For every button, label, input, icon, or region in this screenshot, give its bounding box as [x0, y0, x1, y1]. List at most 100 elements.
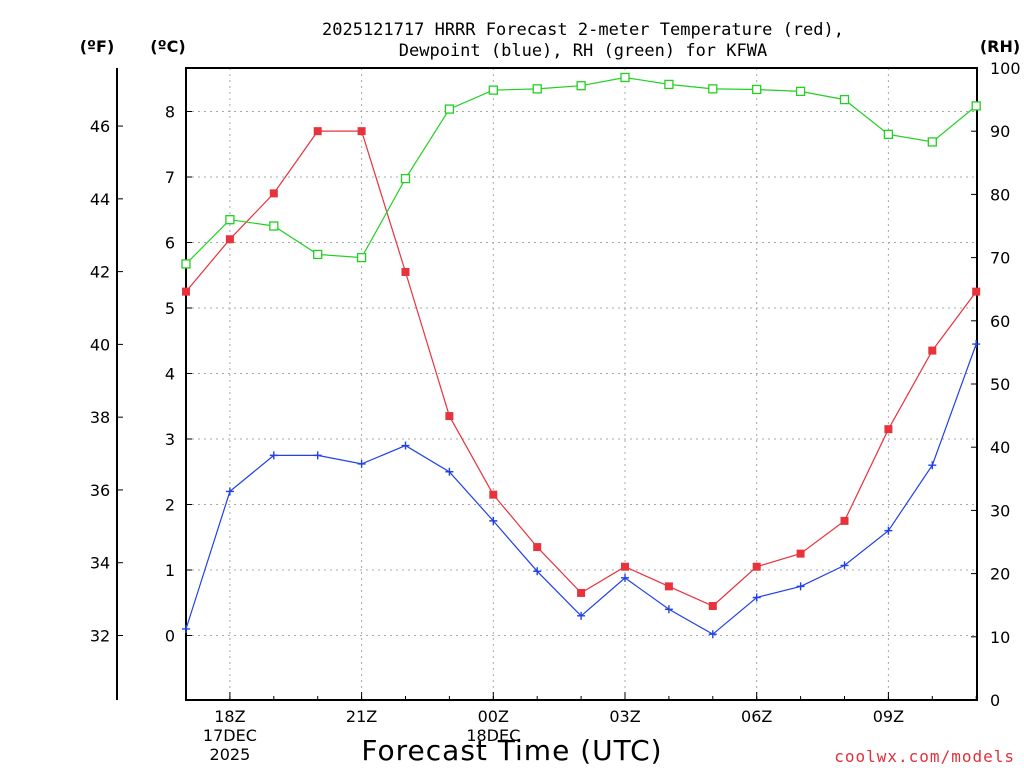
marker-dewpoint [928, 461, 937, 470]
marker-rh [708, 84, 718, 94]
fahrenheit-tick-label: 42 [90, 263, 110, 282]
x-tick-label: 2025 [210, 745, 251, 764]
x-tick-label: 09Z [873, 707, 904, 726]
marker-temperature [313, 127, 322, 136]
marker-dewpoint [621, 573, 629, 582]
rh-tick-label: 100 [990, 59, 1021, 78]
axis-layer: 3234363840424446012345678010203040506070… [90, 59, 1021, 764]
marker-rh [752, 84, 762, 95]
marker-dewpoint [577, 611, 586, 620]
x-tick-label: 21Z [346, 707, 377, 726]
marker-temperature [182, 287, 190, 296]
rh-tick-label: 0 [990, 691, 1000, 710]
celsius-tick-label: 6 [165, 234, 175, 253]
marker-temperature [533, 543, 542, 552]
marker-rh [620, 72, 630, 83]
rh-tick-label: 50 [990, 375, 1010, 394]
rh-tick-label: 40 [990, 438, 1010, 457]
celsius-tick-label: 2 [165, 496, 175, 515]
rh-tick-label: 30 [990, 501, 1010, 520]
x-tick-label: 18DEC [466, 726, 520, 745]
celsius-tick-label: 3 [165, 430, 175, 449]
celsius-tick-label: 4 [165, 365, 175, 384]
marker-rh [839, 94, 850, 105]
marker-rh [313, 249, 323, 260]
marker-dewpoint [972, 340, 981, 349]
marker-temperature [577, 588, 586, 597]
rh-tick-label: 20 [990, 565, 1010, 584]
fahrenheit-tick-label: 46 [90, 117, 110, 136]
marker-rh [971, 101, 981, 111]
marker-temperature [621, 562, 629, 571]
marker-temperature [445, 412, 454, 421]
marker-dewpoint [313, 451, 322, 460]
fahrenheit-tick-label: 40 [90, 335, 110, 354]
marker-dewpoint [269, 451, 278, 460]
marker-dewpoint [708, 630, 717, 639]
marker-temperature [708, 602, 717, 611]
marker-temperature [752, 562, 761, 571]
rh-tick-label: 60 [990, 312, 1010, 331]
celsius-tick-label: 8 [165, 103, 175, 122]
x-tick-label: 18Z [214, 707, 245, 726]
celsius-tick-label: 5 [165, 299, 175, 318]
marker-rh [664, 79, 674, 90]
marker-rh [181, 259, 191, 269]
fahrenheit-tick-label: 32 [90, 627, 110, 646]
marker-dewpoint [752, 593, 761, 602]
marker-temperature [664, 582, 673, 591]
marker-rh [444, 104, 455, 114]
rh-tick-label: 80 [990, 185, 1010, 204]
fahrenheit-tick-label: 36 [90, 481, 110, 500]
fahrenheit-tick-label: 44 [90, 190, 110, 209]
marker-rh [795, 86, 806, 97]
series-layer [181, 72, 981, 639]
marker-rh [488, 85, 498, 95]
fahrenheit-tick-label: 34 [90, 554, 110, 573]
marker-temperature [489, 490, 498, 499]
marker-temperature [972, 287, 981, 296]
marker-dewpoint [533, 567, 542, 576]
marker-dewpoint [489, 516, 498, 525]
marker-dewpoint [796, 582, 805, 591]
x-tick-label: 00Z [478, 707, 509, 726]
marker-temperature [225, 235, 234, 244]
credit-link[interactable]: coolwx.com/models [834, 747, 1015, 766]
marker-rh [269, 221, 279, 231]
rh-tick-label: 10 [990, 628, 1010, 647]
marker-dewpoint [357, 459, 366, 468]
marker-temperature [401, 267, 410, 276]
marker-rh [927, 137, 937, 147]
rh-tick-label: 70 [990, 249, 1010, 268]
marker-dewpoint [664, 605, 673, 614]
marker-dewpoint [840, 561, 849, 570]
marker-temperature [357, 127, 366, 136]
marker-temperature [796, 549, 805, 558]
marker-rh [400, 173, 411, 184]
fahrenheit-unit-label: (ºF) [80, 37, 115, 56]
celsius-tick-label: 0 [165, 627, 175, 646]
chart-title-line-1: 2025121717 HRRR Forecast 2-meter Tempera… [322, 20, 844, 40]
marker-temperature [269, 189, 278, 198]
marker-rh [576, 81, 586, 91]
marker-rh [883, 129, 894, 140]
x-axis-title: Forecast Time (UTC) [361, 734, 662, 767]
fahrenheit-tick-label: 38 [90, 408, 110, 427]
marker-rh [225, 215, 235, 225]
x-tick-label: 03Z [609, 707, 640, 726]
chart-title-line-2: Dewpoint (blue), RH (green) for KFWA [399, 41, 767, 61]
marker-temperature [840, 516, 849, 525]
marker-dewpoint [182, 624, 190, 633]
marker-temperature [928, 346, 937, 355]
x-tick-label: 17DEC [203, 726, 257, 745]
marker-dewpoint [225, 487, 234, 496]
rh-unit-label: (RH) [980, 37, 1020, 56]
marker-rh [356, 252, 367, 263]
marker-dewpoint [884, 526, 893, 535]
marker-temperature [884, 425, 893, 434]
marker-rh [532, 84, 542, 94]
celsius-tick-label: 1 [165, 561, 175, 580]
rh-tick-label: 90 [990, 122, 1010, 141]
